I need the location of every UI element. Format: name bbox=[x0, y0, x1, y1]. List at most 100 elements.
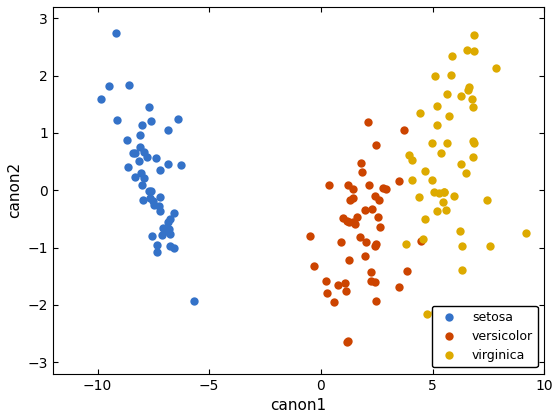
versicolor bbox=[368, 207, 375, 212]
setosa bbox=[140, 197, 147, 202]
versicolor bbox=[353, 215, 360, 220]
virginica bbox=[465, 87, 472, 92]
versicolor bbox=[352, 222, 359, 227]
versicolor bbox=[362, 240, 369, 245]
virginica bbox=[443, 207, 450, 213]
virginica bbox=[469, 138, 476, 143]
versicolor bbox=[368, 270, 375, 275]
versicolor bbox=[349, 219, 356, 224]
versicolor bbox=[343, 339, 350, 344]
virginica bbox=[470, 32, 477, 37]
setosa bbox=[126, 83, 133, 88]
versicolor bbox=[340, 216, 347, 221]
virginica bbox=[433, 209, 440, 214]
virginica bbox=[403, 242, 409, 247]
versicolor bbox=[344, 339, 351, 344]
virginica bbox=[469, 96, 475, 101]
versicolor bbox=[375, 198, 382, 203]
versicolor bbox=[379, 186, 386, 191]
virginica bbox=[459, 243, 465, 248]
virginica bbox=[487, 244, 493, 249]
setosa bbox=[130, 151, 137, 156]
virginica bbox=[441, 190, 447, 195]
versicolor bbox=[350, 186, 357, 191]
X-axis label: canon1: canon1 bbox=[270, 398, 326, 413]
setosa bbox=[171, 210, 178, 215]
setosa bbox=[153, 155, 160, 160]
versicolor bbox=[375, 215, 381, 220]
virginica bbox=[456, 228, 463, 234]
setosa bbox=[191, 299, 198, 304]
setosa bbox=[146, 188, 152, 193]
setosa bbox=[137, 171, 144, 176]
versicolor bbox=[323, 278, 329, 284]
setosa bbox=[146, 195, 153, 200]
versicolor bbox=[342, 281, 349, 286]
setosa bbox=[124, 137, 130, 142]
virginica bbox=[420, 237, 427, 242]
versicolor bbox=[307, 234, 314, 239]
Line: virginica: virginica bbox=[402, 30, 530, 318]
Legend: setosa, versicolor, virginica: setosa, versicolor, virginica bbox=[432, 306, 538, 368]
virginica bbox=[445, 114, 452, 119]
setosa bbox=[156, 203, 162, 208]
virginica bbox=[483, 198, 490, 203]
setosa bbox=[146, 104, 152, 109]
setosa bbox=[166, 231, 173, 236]
setosa bbox=[137, 132, 144, 137]
versicolor bbox=[346, 219, 352, 224]
setosa bbox=[114, 118, 120, 123]
versicolor bbox=[368, 279, 375, 284]
virginica bbox=[469, 104, 476, 109]
setosa bbox=[154, 249, 161, 254]
virginica bbox=[434, 104, 441, 109]
virginica bbox=[432, 74, 438, 79]
versicolor bbox=[383, 186, 390, 191]
virginica bbox=[424, 311, 431, 316]
setosa bbox=[166, 217, 173, 222]
virginica bbox=[463, 48, 470, 53]
setosa bbox=[160, 226, 166, 231]
versicolor bbox=[358, 160, 365, 165]
virginica bbox=[458, 161, 465, 166]
setosa bbox=[125, 165, 132, 170]
versicolor bbox=[342, 288, 349, 293]
virginica bbox=[522, 231, 529, 236]
virginica bbox=[470, 140, 477, 145]
setosa bbox=[148, 189, 155, 194]
versicolor bbox=[324, 291, 331, 296]
setosa bbox=[157, 208, 164, 213]
setosa bbox=[156, 194, 163, 199]
versicolor bbox=[371, 279, 378, 284]
versicolor bbox=[365, 120, 371, 125]
versicolor bbox=[372, 243, 379, 248]
setosa bbox=[132, 151, 138, 156]
versicolor bbox=[418, 238, 424, 243]
setosa bbox=[162, 228, 169, 233]
versicolor bbox=[344, 218, 351, 223]
virginica bbox=[458, 93, 464, 98]
virginica bbox=[431, 189, 437, 194]
versicolor bbox=[371, 193, 378, 198]
setosa bbox=[174, 116, 181, 121]
setosa bbox=[178, 163, 185, 168]
setosa bbox=[113, 31, 120, 36]
versicolor bbox=[357, 235, 363, 240]
versicolor bbox=[338, 240, 344, 245]
setosa bbox=[141, 176, 147, 181]
versicolor bbox=[372, 142, 379, 147]
virginica bbox=[409, 158, 416, 163]
versicolor bbox=[346, 257, 353, 262]
setosa bbox=[165, 219, 172, 224]
virginica bbox=[441, 190, 447, 195]
virginica bbox=[451, 193, 458, 198]
setosa bbox=[158, 233, 165, 238]
virginica bbox=[422, 169, 429, 174]
setosa bbox=[144, 154, 151, 159]
setosa bbox=[148, 118, 155, 123]
versicolor bbox=[372, 241, 379, 247]
setosa bbox=[156, 168, 163, 173]
virginica bbox=[422, 216, 429, 221]
versicolor bbox=[365, 183, 372, 188]
virginica bbox=[469, 155, 476, 160]
